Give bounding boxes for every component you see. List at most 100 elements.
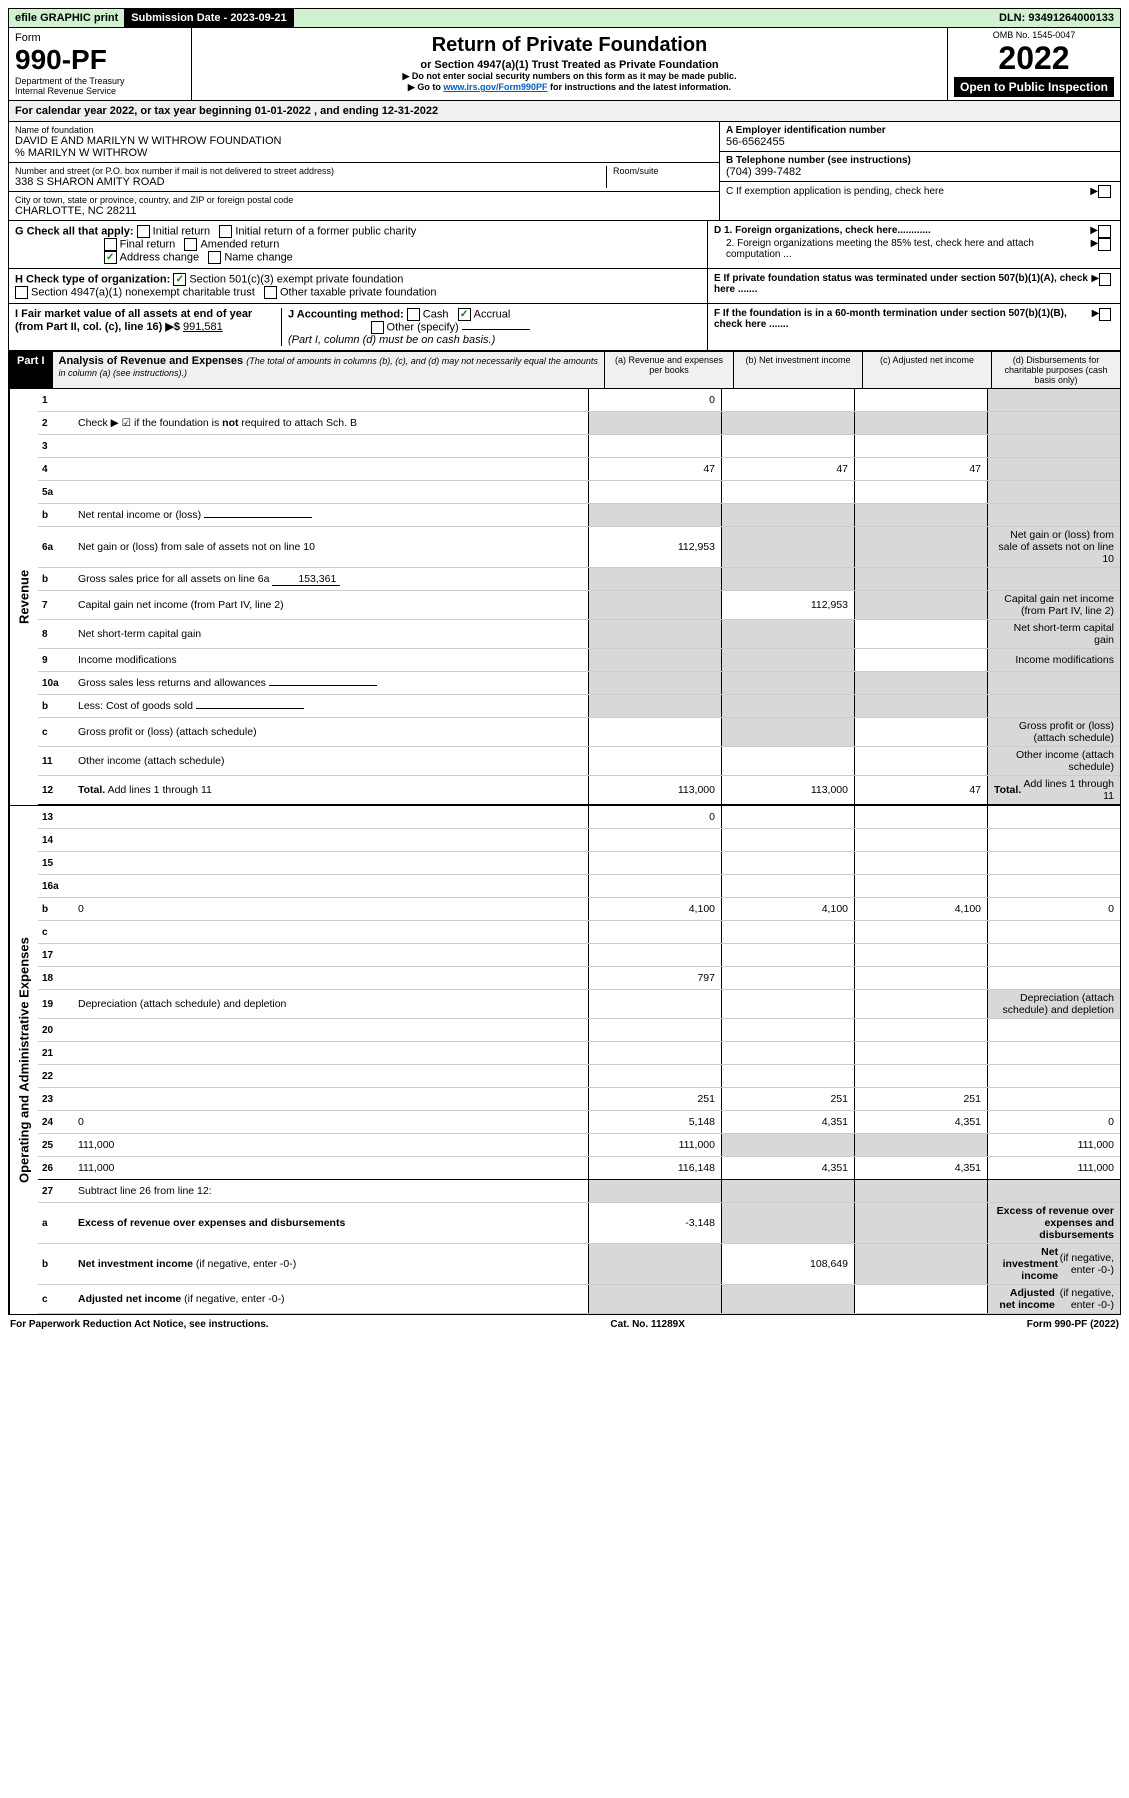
- row-desc: Depreciation (attach schedule) and deple…: [74, 996, 588, 1012]
- irs-link[interactable]: www.irs.gov/Form990PF: [443, 82, 547, 92]
- cb-501c3[interactable]: ✓: [173, 273, 186, 286]
- cell-a: [588, 1285, 721, 1313]
- row-num: 16a: [38, 879, 74, 894]
- room-label: Room/suite: [613, 166, 713, 176]
- cb-initial-return[interactable]: [137, 225, 150, 238]
- arrow-icon: ▶: [1091, 273, 1099, 295]
- expenses-side-label: Operating and Administrative Expenses: [9, 806, 38, 1314]
- row-desc: Less: Cost of goods sold: [74, 698, 588, 714]
- cb-cash[interactable]: [407, 308, 420, 321]
- cell-a: [588, 1180, 721, 1202]
- cell-d: [987, 412, 1120, 434]
- cell-a: [588, 1244, 721, 1284]
- cell-d: [987, 481, 1120, 503]
- row-num: b: [38, 1257, 74, 1272]
- row-num: b: [38, 902, 74, 917]
- cell-d: [987, 852, 1120, 874]
- street-address: 338 S SHARON AMITY ROAD: [15, 176, 606, 188]
- cell-b: [721, 1203, 854, 1243]
- cell-a: [588, 412, 721, 434]
- table-row: 8Net short-term capital gainNet short-te…: [38, 620, 1120, 649]
- note-2: ▶ Go to www.irs.gov/Form990PF for instru…: [198, 82, 941, 93]
- note2-post: for instructions and the latest informat…: [548, 82, 732, 92]
- cb-final-return[interactable]: [104, 238, 117, 251]
- exemption-checkbox[interactable]: [1098, 185, 1111, 198]
- cell-c: [854, 921, 987, 943]
- cb-4947[interactable]: [15, 286, 28, 299]
- row-desc: [74, 1028, 588, 1032]
- cb-d2[interactable]: [1098, 238, 1111, 251]
- row-num: c: [38, 1292, 74, 1307]
- cell-b: [721, 852, 854, 874]
- table-row: 16a: [38, 875, 1120, 898]
- row-desc: Net rental income or (loss): [74, 507, 588, 523]
- row-num: 4: [38, 462, 74, 477]
- cell-a: [588, 435, 721, 457]
- cell-a: [588, 1065, 721, 1087]
- info-right: A Employer identification number 56-6562…: [719, 122, 1120, 220]
- cb-accrual[interactable]: ✓: [458, 308, 471, 321]
- cell-c: [854, 1244, 987, 1284]
- city-cell: City or town, state or province, country…: [9, 192, 719, 220]
- cell-d: Net short-term capital gain: [987, 620, 1120, 648]
- row-desc: Income modifications: [74, 652, 588, 668]
- cb-other-method[interactable]: [371, 321, 384, 334]
- cell-a: 113,000: [588, 776, 721, 804]
- table-row: 14: [38, 829, 1120, 852]
- cb-initial-former[interactable]: [219, 225, 232, 238]
- cell-b: [721, 1065, 854, 1087]
- cell-b: [721, 1042, 854, 1064]
- arrow-icon: ▶: [1090, 225, 1098, 238]
- ij-block: I Fair market value of all assets at end…: [9, 304, 707, 350]
- row-desc: [74, 398, 588, 402]
- cell-a: [588, 504, 721, 526]
- cb-other-taxable[interactable]: [264, 286, 277, 299]
- table-row: 5a: [38, 481, 1120, 504]
- cell-b: [721, 829, 854, 851]
- cb-d1[interactable]: [1098, 225, 1111, 238]
- page-footer: For Paperwork Reduction Act Notice, see …: [8, 1315, 1121, 1334]
- efile-label[interactable]: efile GRAPHIC print: [9, 9, 125, 27]
- g-item-4: Address change: [120, 251, 200, 263]
- note-1: ▶ Do not enter social security numbers o…: [198, 71, 941, 82]
- name-cell: Name of foundation DAVID E AND MARILYN W…: [9, 122, 719, 163]
- cell-a: 112,953: [588, 527, 721, 567]
- cell-a: [588, 944, 721, 966]
- row-num: 6a: [38, 540, 74, 555]
- row-num: 9: [38, 653, 74, 668]
- cell-d: [987, 944, 1120, 966]
- check-section-g: G Check all that apply: Initial return I…: [8, 221, 1121, 269]
- cb-name-change[interactable]: [208, 251, 221, 264]
- cb-e[interactable]: [1099, 273, 1111, 286]
- row-desc: [74, 884, 588, 888]
- cell-c: 4,100: [854, 898, 987, 920]
- row-num: 15: [38, 856, 74, 871]
- d-block: D 1. Foreign organizations, check here..…: [707, 221, 1120, 268]
- cell-b: [721, 620, 854, 648]
- cb-address-change[interactable]: ✓: [104, 251, 117, 264]
- row-num: 17: [38, 948, 74, 963]
- table-row: 23251251251: [38, 1088, 1120, 1111]
- table-row: cAdjusted net income (if negative, enter…: [38, 1285, 1120, 1314]
- row-desc: Excess of revenue over expenses and disb…: [74, 1215, 588, 1231]
- cell-a: [588, 649, 721, 671]
- cell-b: [721, 921, 854, 943]
- footer-left: For Paperwork Reduction Act Notice, see …: [10, 1319, 269, 1330]
- row-num: 18: [38, 971, 74, 986]
- row-desc: [74, 444, 588, 448]
- revenue-side-label: Revenue: [9, 389, 38, 805]
- table-row: c: [38, 921, 1120, 944]
- table-row: 7Capital gain net income (from Part IV, …: [38, 591, 1120, 620]
- cb-f[interactable]: [1099, 308, 1111, 321]
- row-num: b: [38, 508, 74, 523]
- cb-amended[interactable]: [184, 238, 197, 251]
- cell-d: [987, 875, 1120, 897]
- irs-label: Internal Revenue Service: [15, 86, 185, 96]
- h-item-1: Section 4947(a)(1) nonexempt charitable …: [31, 286, 255, 298]
- cell-d: Net investment income (if negative, ente…: [987, 1244, 1120, 1284]
- cell-c: [854, 944, 987, 966]
- cell-a: [588, 620, 721, 648]
- cell-a: 47: [588, 458, 721, 480]
- row-num: a: [38, 1216, 74, 1231]
- care-of: % MARILYN W WITHROW: [15, 147, 713, 159]
